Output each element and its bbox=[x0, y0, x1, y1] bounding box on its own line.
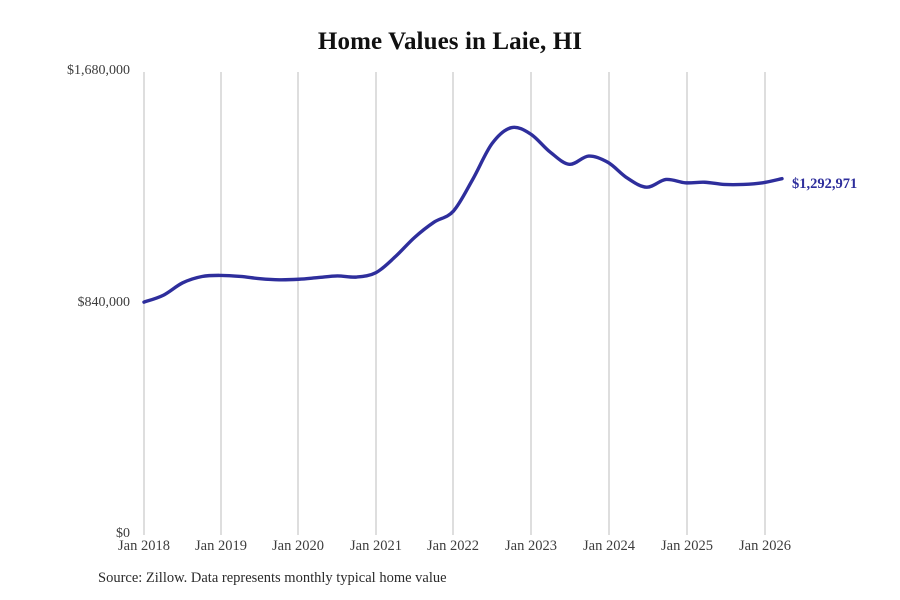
end-value-annotation: $1,292,971 bbox=[792, 175, 858, 192]
y-axis-tick-label: $1,680,000 bbox=[67, 63, 130, 78]
y-axis-tick-label: $0 bbox=[116, 526, 130, 541]
y-axis-tick-label: $840,000 bbox=[77, 294, 131, 310]
x-axis-tick-label: Jan 2023 bbox=[505, 538, 557, 554]
chart-title: Home Values in Laie, HI bbox=[317, 28, 583, 55]
x-axis-tick-label: Jan 2021 bbox=[350, 538, 402, 554]
x-axis-tick-label: Jan 2020 bbox=[272, 538, 324, 554]
series-group bbox=[142, 125, 784, 304]
x-axis-tick-label: Jan 2019 bbox=[195, 538, 247, 554]
source-note: Source: Zillow. Data represents monthly … bbox=[98, 570, 447, 586]
x-axis-tick-label: Jan 2022 bbox=[427, 538, 479, 554]
x-axis-tick-label: Jan 2025 bbox=[661, 538, 713, 554]
x-axis-tick-label: Jan 2026 bbox=[739, 538, 791, 554]
value-line bbox=[142, 125, 784, 304]
gridlines-group bbox=[143, 72, 766, 535]
x-axis-tick-label: Jan 2018 bbox=[118, 538, 170, 554]
x-axis-tick-label: Jan 2024 bbox=[583, 538, 635, 554]
